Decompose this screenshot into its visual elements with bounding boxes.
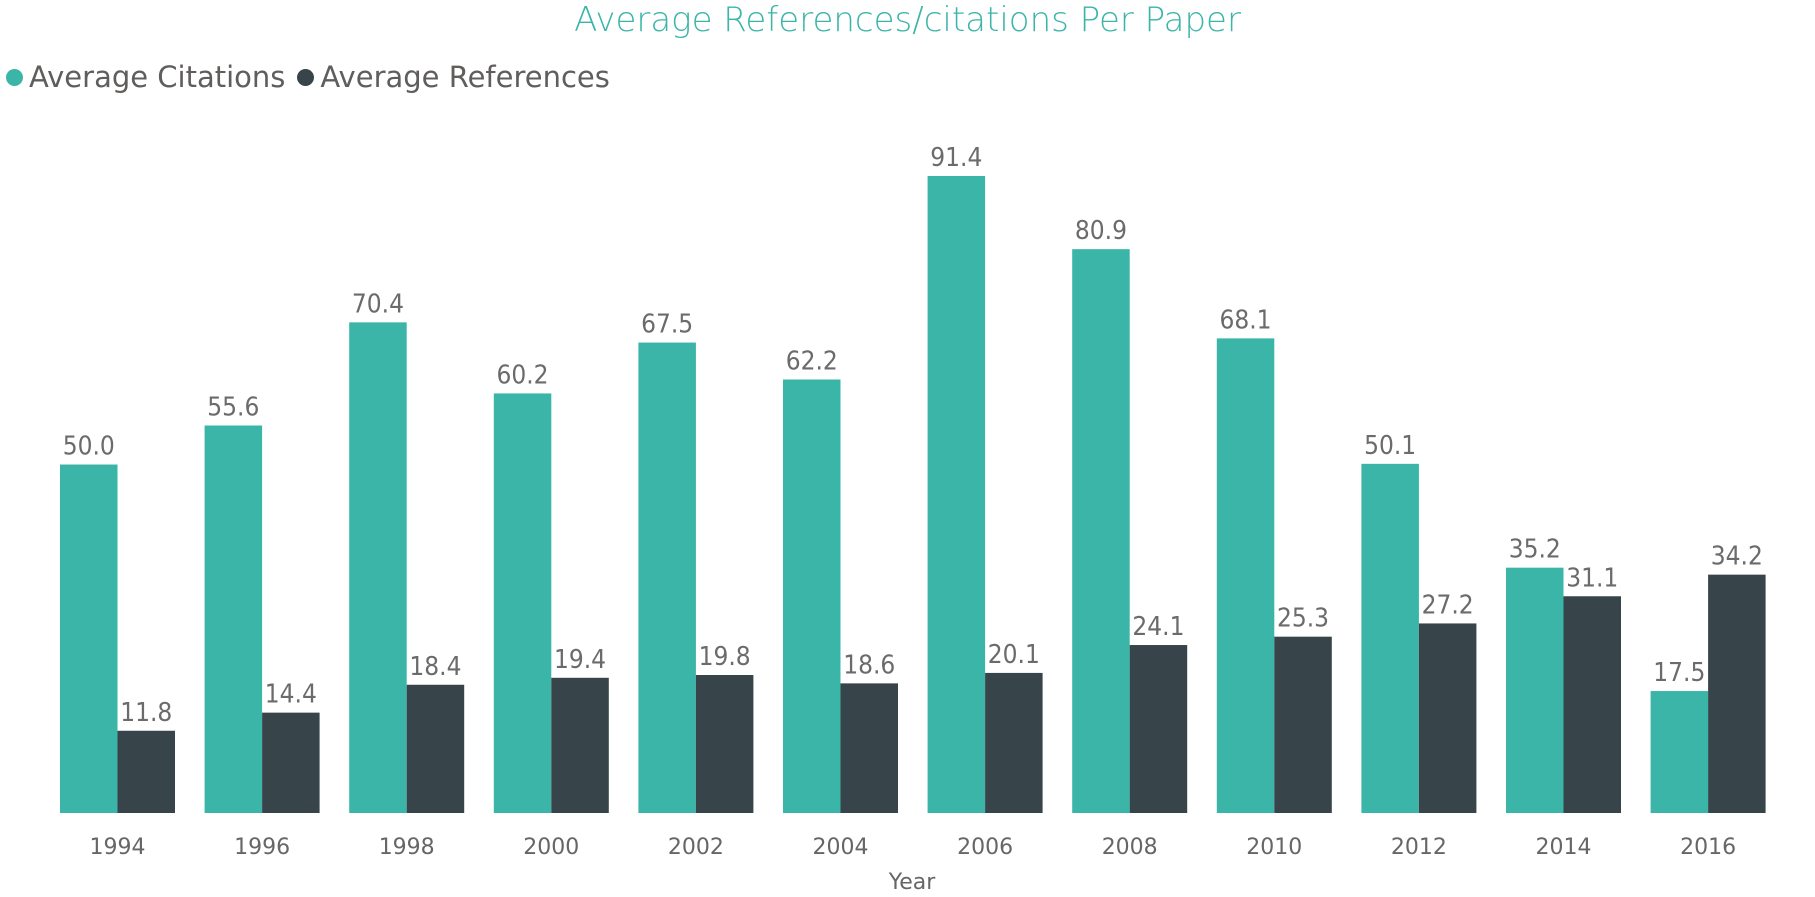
bar-citations[interactable] (60, 464, 118, 813)
data-label: 91.4 (930, 143, 982, 173)
x-tick-label: 2004 (813, 835, 869, 860)
bar-references[interactable] (1274, 636, 1332, 813)
x-tick-label: 2008 (1102, 835, 1158, 860)
bar-citations[interactable] (1650, 691, 1709, 813)
data-label: 70.4 (352, 289, 404, 319)
legend-dot-icon (6, 68, 23, 86)
bar-references[interactable] (117, 730, 176, 813)
bar-citations[interactable] (493, 393, 552, 813)
bar-references[interactable] (1563, 596, 1622, 813)
bar-citations[interactable] (1072, 249, 1130, 813)
legend-label: Average References (320, 60, 610, 94)
data-label: 50.0 (63, 432, 115, 462)
x-tick-label: 2014 (1536, 835, 1592, 860)
data-label: 68.1 (1220, 305, 1272, 335)
data-label: 80.9 (1075, 216, 1127, 246)
bar-references[interactable] (1129, 645, 1188, 813)
legend-item-references[interactable]: Average References (297, 60, 610, 94)
bar-citations[interactable] (1216, 338, 1275, 813)
x-tick-label: 1994 (90, 835, 146, 860)
data-label: 31.1 (1566, 563, 1618, 593)
data-label: 24.1 (1132, 612, 1184, 642)
x-tick-label: 2006 (957, 835, 1013, 860)
data-label: 62.2 (786, 347, 838, 377)
data-label: 50.1 (1364, 431, 1416, 461)
data-label: 19.4 (554, 645, 606, 675)
x-tick-label: 1996 (234, 835, 290, 860)
bar-references[interactable] (551, 677, 609, 813)
bar-references[interactable] (262, 712, 320, 813)
data-label: 18.4 (409, 652, 461, 682)
chart-title: Average References/citations Per Paper (574, 0, 1241, 40)
bar-references[interactable] (406, 684, 465, 813)
data-label: 25.3 (1277, 604, 1329, 634)
bar-references[interactable] (840, 683, 899, 813)
data-label: 18.6 (843, 650, 895, 680)
legend-dot-icon (297, 68, 315, 86)
x-tick-label: 2000 (523, 835, 579, 860)
bar-citations[interactable] (1361, 463, 1419, 813)
bar-citations[interactable] (349, 322, 407, 813)
bar-references[interactable] (695, 675, 754, 813)
legend-item-citations[interactable]: Average Citations (6, 60, 285, 94)
bar-references[interactable] (1418, 623, 1477, 813)
x-tick-label: 1998 (379, 835, 435, 860)
x-tick-label: 2010 (1246, 835, 1302, 860)
data-label: 20.1 (988, 640, 1040, 670)
data-label: 34.2 (1711, 542, 1763, 572)
data-label: 55.6 (207, 393, 259, 423)
data-label: 19.8 (699, 642, 751, 672)
legend-label: Average Citations (29, 60, 286, 94)
data-label: 35.2 (1509, 535, 1561, 565)
bar-citations[interactable] (638, 342, 696, 813)
data-label: 17.5 (1653, 658, 1705, 688)
bar-references[interactable] (985, 672, 1043, 813)
data-label: 27.2 (1422, 590, 1474, 620)
data-label: 60.2 (497, 360, 549, 390)
data-label: 67.5 (641, 310, 693, 340)
bar-references[interactable] (1708, 574, 1766, 813)
x-tick-label: 2012 (1391, 835, 1447, 860)
data-label: 11.8 (120, 698, 172, 728)
x-tick-label: 2016 (1680, 835, 1736, 860)
bar-citations[interactable] (783, 379, 841, 813)
legend: Average Citations Average References (6, 60, 622, 94)
bar-citations[interactable] (1506, 567, 1564, 813)
bar-citations[interactable] (204, 425, 263, 813)
x-tick-label: 2002 (668, 835, 724, 860)
bar-citations[interactable] (927, 176, 986, 813)
x-axis-title: Year (888, 870, 937, 895)
data-label: 14.4 (265, 680, 317, 710)
